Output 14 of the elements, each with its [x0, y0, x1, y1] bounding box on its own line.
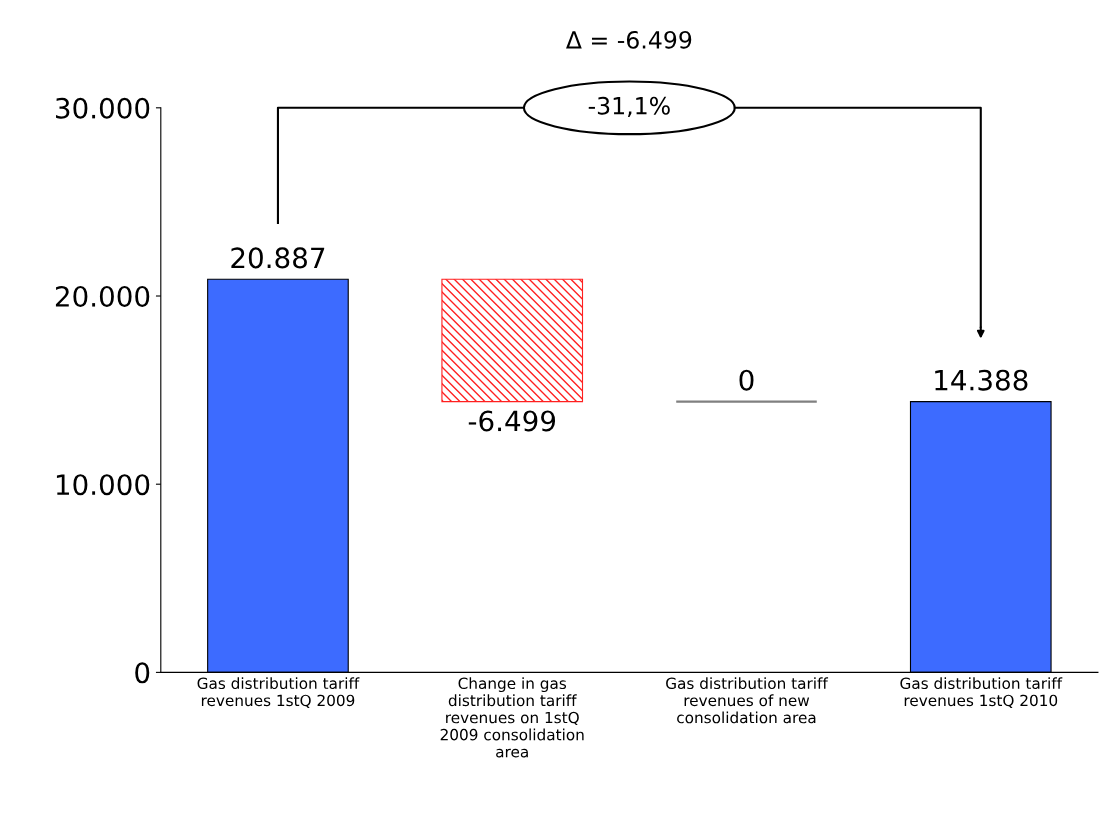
x-tick-label: Gas distribution tariff revenues 1stQ 2009 [197, 677, 360, 708]
data-label: 14.388 [935, 369, 1028, 391]
y-tick-label: 0 [135, 662, 150, 684]
annotation: -31,1% [588, 96, 670, 118]
x-tick-label: Gas distribution tariff revenues 1stQ 2010 [900, 677, 1063, 708]
y-tick-label: 30.000 [56, 97, 150, 119]
data-label: -6.499 [468, 410, 556, 432]
x-tick-label: Change in gas distribution tariff revenues on 1stQ 2009 consolidation area [440, 677, 584, 758]
text: Δ = -6.499 [566, 30, 692, 49]
y-tick-label: 20.000 [55, 285, 150, 307]
y-tick-label: 10.000 [56, 474, 150, 496]
data-label: 0 [739, 369, 754, 391]
x-tick-label: Gas distribution tariff revenues of new consolidation area [666, 677, 829, 724]
data-label: 20.887 [231, 247, 325, 269]
